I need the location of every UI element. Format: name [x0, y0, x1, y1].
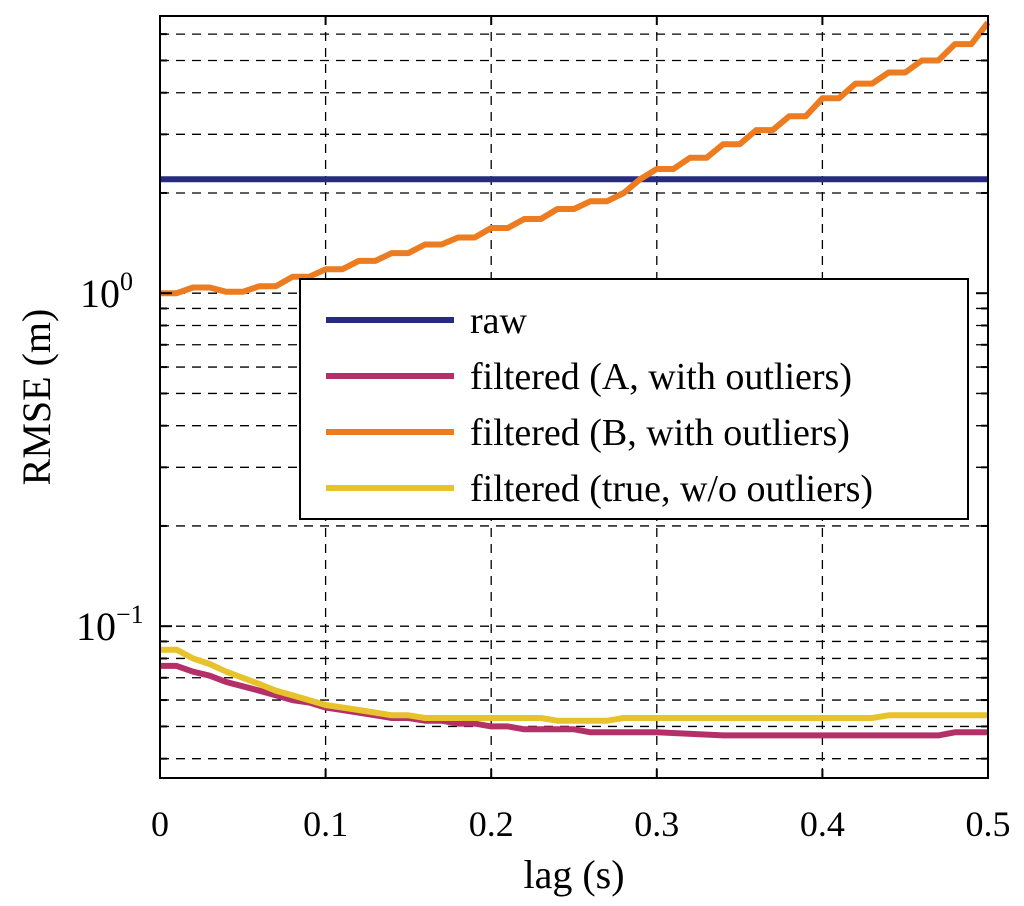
legend-label-2: filtered (B, with outliers) — [470, 412, 850, 454]
legend-label-1: filtered (A, with outliers) — [470, 356, 852, 398]
x-tick-label: 0 — [151, 804, 169, 844]
x-tick-label: 0.3 — [634, 804, 679, 844]
legend-label-0: raw — [470, 300, 528, 342]
series-line-3 — [160, 646, 988, 724]
x-axis-label: lag (s) — [523, 852, 624, 897]
x-tick-label: 0.1 — [303, 804, 348, 844]
y-tick-label: 100 — [80, 267, 133, 316]
series-lines — [160, 20, 991, 739]
series-line-2 — [160, 20, 991, 297]
y-tick-label: 10−1 — [76, 600, 144, 649]
axis-ticks: 0 0.1 0.2 0.3 0.4 0.5 10−1 100 — [76, 16, 1011, 844]
x-tick-label: 0.2 — [469, 804, 514, 844]
legend: raw filtered (A, with outliers) filtered (… — [299, 278, 969, 520]
x-tick-label: 0.5 — [966, 804, 1011, 844]
legend-label-3: filtered (true, w/o outliers) — [470, 468, 873, 510]
y-axis-label: RMSE (m) — [14, 309, 59, 486]
series-line-1 — [160, 662, 988, 739]
plot-frame — [159, 15, 989, 779]
x-tick-label: 0.4 — [800, 804, 845, 844]
